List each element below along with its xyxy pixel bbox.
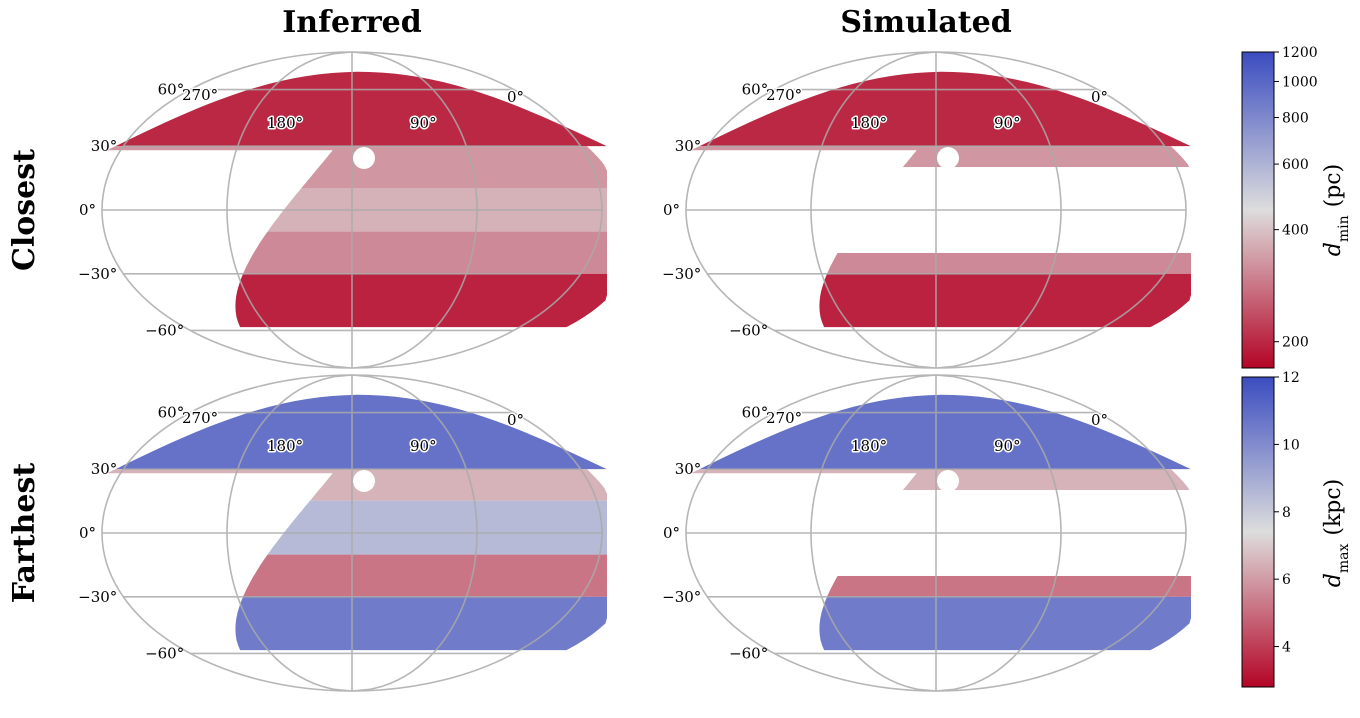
- longitude-label: 0°: [507, 88, 524, 106]
- latitude-tick-label: −60°: [729, 644, 768, 662]
- longitude-label: 90°: [994, 114, 1021, 132]
- masked-region: [937, 147, 959, 169]
- longitude-label: 270°: [766, 86, 802, 104]
- meridian-line: [226, 51, 353, 369]
- colorbar-tick-label: 1200: [1282, 45, 1318, 61]
- colorbar-tick-label: 800: [1282, 111, 1309, 127]
- latitude-tick-label: 0°: [663, 201, 680, 219]
- latitude-tick-label: 60°: [158, 81, 185, 99]
- latitude-tick-label: 0°: [663, 524, 680, 542]
- meridian-line: [351, 374, 478, 692]
- meridian-line: [226, 374, 353, 692]
- longitude-label: 180°: [267, 114, 303, 132]
- colorbar-tick-label: 6: [1282, 572, 1291, 588]
- row-title-farthest: Farthest: [7, 463, 42, 604]
- colorbar-tick-label: 4: [1282, 640, 1291, 656]
- meridian-line: [810, 51, 937, 369]
- latitude-tick-labels: 60° 30° 0° −30° −60° 60° 30° 0° −30° −60° 60° 30° 0°…: [78, 81, 768, 663]
- longitude-label: 90°: [410, 437, 437, 455]
- masked-region: [353, 147, 375, 169]
- colorbar-label-dmin: dmin(pc): [1321, 164, 1352, 256]
- colorbar-tick-label: 12: [1282, 370, 1300, 386]
- row-title-closest: Closest: [7, 149, 42, 271]
- latitude-tick-label: −60°: [145, 321, 184, 339]
- longitude-label: 180°: [267, 437, 303, 455]
- latitude-tick-label: −30°: [662, 588, 701, 606]
- colorbar-gradient: [1241, 376, 1275, 688]
- latitude-tick-label: −30°: [78, 588, 117, 606]
- longitude-label: 0°: [1091, 411, 1108, 429]
- latitude-tick-label: 30°: [91, 137, 118, 155]
- colorbar-dmin: 200 400 600 800 1000 1200: [1241, 45, 1318, 369]
- latitude-tick-label: 60°: [742, 404, 769, 422]
- colorbar-tick-label: 400: [1282, 223, 1309, 239]
- colorbar-gradient: [1241, 51, 1275, 369]
- longitude-label: 270°: [182, 409, 218, 427]
- masked-region: [353, 470, 375, 492]
- column-title-inferred: Inferred: [282, 5, 422, 40]
- colorbar-dmax: 4 6 8 10 12: [1241, 370, 1300, 688]
- column-title-simulated: Simulated: [840, 5, 1011, 40]
- latitude-tick-label: −30°: [78, 265, 117, 283]
- colorbar-tick-label: 1000: [1282, 74, 1318, 90]
- latitude-tick-label: −30°: [662, 265, 701, 283]
- latitude-tick-label: 0°: [79, 524, 96, 542]
- latitude-tick-label: 60°: [158, 404, 185, 422]
- longitude-label: 90°: [994, 437, 1021, 455]
- latitude-tick-label: 30°: [675, 137, 702, 155]
- longitude-label: 90°: [410, 114, 437, 132]
- meridian-line: [935, 51, 1062, 369]
- colorbar-tick-label: 10: [1282, 437, 1300, 453]
- meridian-line: [810, 374, 937, 692]
- colorbar-tick-label: 8: [1282, 505, 1291, 521]
- longitude-label: 180°: [851, 114, 887, 132]
- latitude-tick-label: 0°: [79, 201, 96, 219]
- longitude-label: 270°: [766, 409, 802, 427]
- latitude-tick-label: 60°: [742, 81, 769, 99]
- longitude-label: 180°: [851, 437, 887, 455]
- longitude-label: 270°: [182, 86, 218, 104]
- longitude-label: 0°: [507, 411, 524, 429]
- colorbar-label-dmax: dmax(kpc): [1321, 479, 1352, 588]
- colorbar-tick-label: 200: [1282, 335, 1309, 351]
- latitude-tick-label: −60°: [729, 321, 768, 339]
- meridian-line: [935, 374, 1062, 692]
- colorbar-tick-label: 600: [1282, 157, 1309, 173]
- meridian-line: [351, 51, 478, 369]
- latitude-tick-label: −60°: [145, 644, 184, 662]
- latitude-tick-label: 30°: [675, 460, 702, 478]
- latitude-tick-label: 30°: [91, 460, 118, 478]
- longitude-label: 0°: [1091, 88, 1108, 106]
- masked-region: [937, 470, 959, 492]
